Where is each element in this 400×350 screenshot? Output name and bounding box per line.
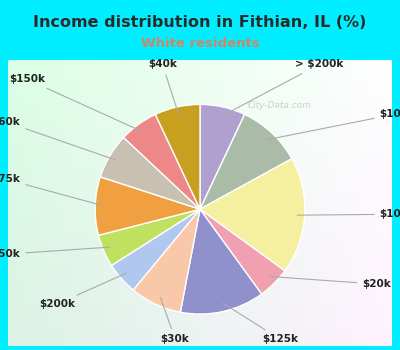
Text: $75k: $75k	[0, 174, 102, 205]
Text: City-Data.com: City-Data.com	[248, 100, 312, 110]
Text: $60k: $60k	[0, 117, 116, 160]
Wedge shape	[200, 114, 292, 209]
Text: $10k: $10k	[268, 110, 400, 140]
Wedge shape	[133, 209, 200, 312]
Wedge shape	[155, 104, 200, 209]
Wedge shape	[200, 159, 305, 271]
Text: $100k: $100k	[298, 209, 400, 219]
Wedge shape	[100, 138, 200, 209]
Wedge shape	[200, 104, 245, 209]
Text: $125k: $125k	[223, 303, 298, 344]
Text: > $200k: > $200k	[223, 60, 343, 116]
Text: $40k: $40k	[148, 60, 178, 114]
Text: $20k: $20k	[270, 276, 391, 289]
Wedge shape	[95, 177, 200, 235]
Text: $30k: $30k	[160, 298, 190, 344]
Text: Income distribution in Fithian, IL (%): Income distribution in Fithian, IL (%)	[33, 15, 367, 30]
Text: $150k: $150k	[9, 75, 142, 131]
Wedge shape	[112, 209, 200, 290]
Text: $200k: $200k	[39, 273, 126, 309]
Wedge shape	[180, 209, 262, 314]
Wedge shape	[124, 114, 200, 209]
Text: $50k: $50k	[0, 247, 110, 259]
Text: White residents: White residents	[141, 37, 259, 50]
Wedge shape	[98, 209, 200, 265]
Wedge shape	[200, 209, 285, 294]
